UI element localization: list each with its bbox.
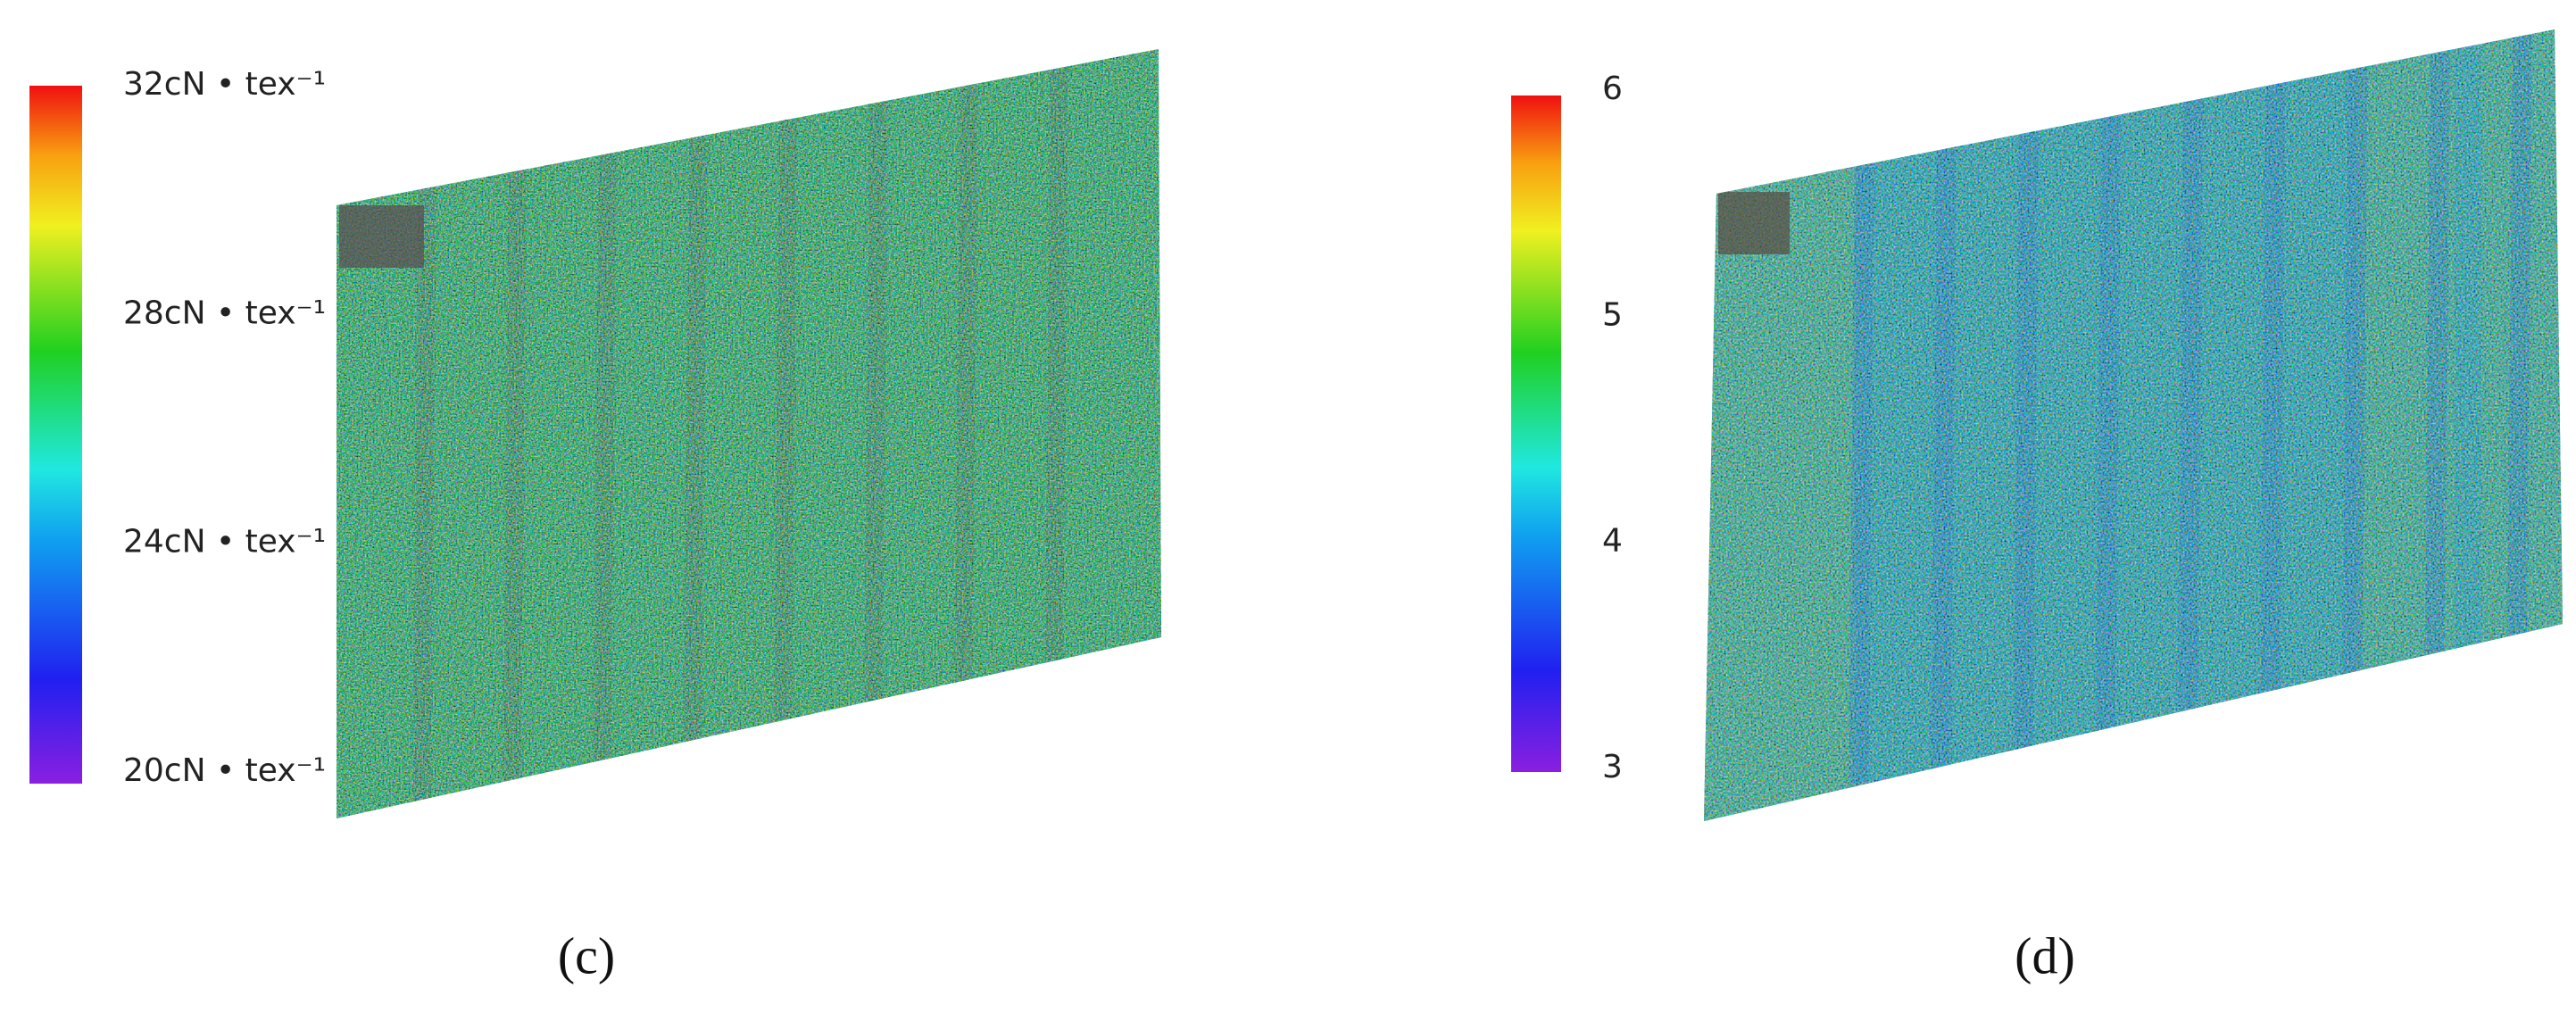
colorbar-label: 5	[1602, 296, 1623, 333]
colorbar	[1511, 95, 1561, 772]
colorbar-label: 3	[1602, 749, 1623, 785]
caption: (c)	[558, 926, 615, 984]
colorbar-label: 4	[1602, 523, 1623, 560]
colorbar	[29, 86, 82, 784]
caption: (d)	[2015, 926, 2075, 984]
colorbar-label: 6	[1602, 71, 1623, 107]
panel-d: (d)	[1511, 29, 2563, 984]
colorbar-label: 20cN • tex⁻¹	[123, 752, 326, 789]
colorbar-label: 28cN • tex⁻¹	[123, 295, 326, 331]
colorbar-label: 24cN • tex⁻¹	[123, 524, 326, 560]
panel-c: (c)	[29, 49, 1161, 984]
map	[1704, 29, 2563, 821]
map	[337, 49, 1161, 818]
colorbar-label: 32cN • tex⁻¹	[123, 66, 326, 103]
